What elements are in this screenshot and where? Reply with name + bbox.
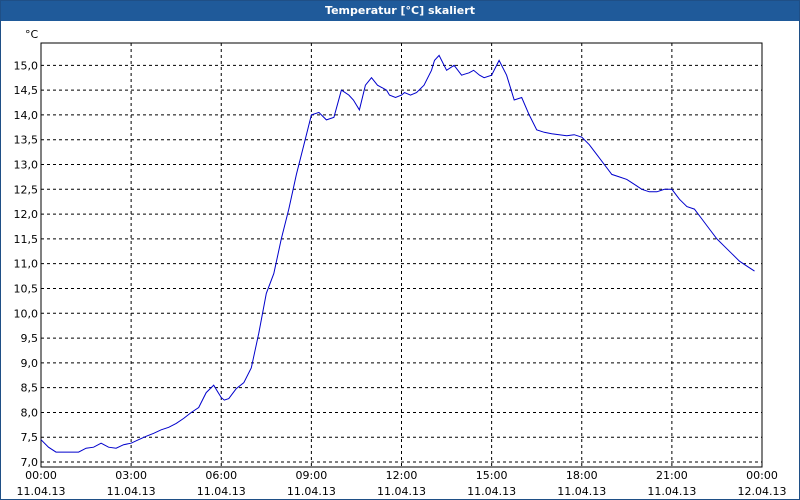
y-tick-label: 7,0	[21, 456, 39, 469]
y-tick-label: 12,0	[14, 208, 39, 221]
x-tick-time: 09:00	[296, 469, 328, 482]
y-tick-label: 9,5	[21, 332, 39, 345]
x-tick-date: 11.04.13	[107, 485, 156, 498]
x-tick-time: 18:00	[566, 469, 598, 482]
x-tick-date: 11.04.13	[197, 485, 246, 498]
y-tick-label: 10,0	[14, 307, 39, 320]
y-tick-label: 8,0	[21, 406, 39, 419]
y-tick-label: 12,5	[14, 183, 39, 196]
x-tick-time: 21:00	[656, 469, 688, 482]
temperature-series-line	[40, 54, 755, 453]
y-tick-label: 14,5	[14, 84, 39, 97]
x-tick-date: 11.04.13	[647, 485, 696, 498]
x-tick-time: 15:00	[476, 469, 508, 482]
x-tick-date: 11.04.13	[17, 485, 66, 498]
y-tick-label: 14,0	[14, 109, 39, 122]
y-tick-label: 7,5	[21, 431, 39, 444]
x-tick-time: 06:00	[205, 469, 237, 482]
x-tick-date: 12.04.13	[738, 485, 787, 498]
x-tick-date: 11.04.13	[467, 485, 516, 498]
x-tick-time: 00:00	[25, 469, 57, 482]
window-title: Temperatur [°C] skaliert	[1, 1, 799, 21]
y-tick-label: 9,0	[21, 357, 39, 370]
y-tick-label: 11,5	[14, 233, 39, 246]
x-tick-date: 11.04.13	[377, 485, 426, 498]
x-tick-date: 11.04.13	[557, 485, 606, 498]
y-tick-label: 8,5	[21, 382, 39, 395]
y-axis-label: °C	[25, 28, 39, 41]
temperature-chart: 7,0 7,5 8,0 8,5 9,0 9,5 10,0 10,5 11,0 11,5 12,0 12…	[14, 28, 787, 498]
x-tick-time: 03:00	[115, 469, 147, 482]
y-tick-label: 11,0	[14, 258, 39, 271]
x-tick-time: 12:00	[386, 469, 418, 482]
y-tick-label: 10,5	[14, 282, 39, 295]
y-tick-label: 13,5	[14, 134, 39, 147]
x-tick-time: 00:00	[746, 469, 778, 482]
x-tick-date: 11.04.13	[287, 485, 336, 498]
y-tick-label: 13,0	[14, 158, 39, 171]
y-tick-label: 15,0	[14, 59, 39, 72]
